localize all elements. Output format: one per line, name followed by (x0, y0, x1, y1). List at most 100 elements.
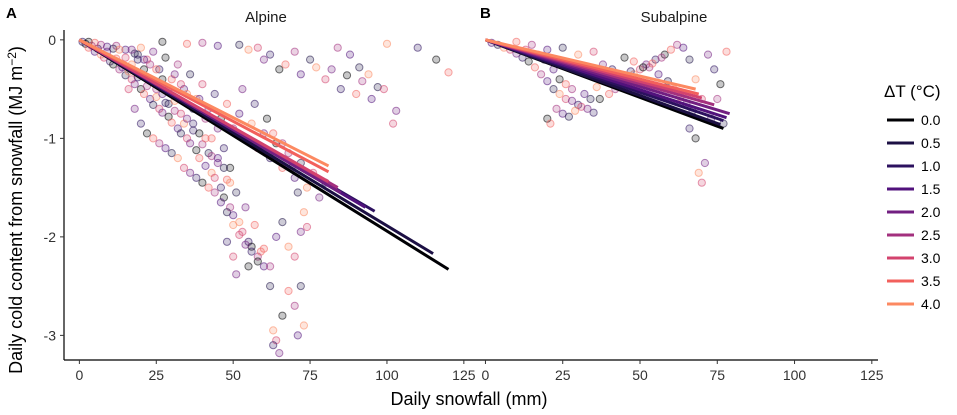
alpine-point (201, 161, 210, 170)
alpine-point (176, 129, 185, 138)
legend-title: ΔT (°C) (884, 82, 941, 101)
subalpine-point (703, 50, 713, 59)
alpine-point (142, 129, 152, 138)
alpine-x-tick-label: 25 (148, 367, 164, 383)
alpine-point (130, 80, 139, 89)
subalpine-point (722, 47, 731, 56)
alpine-point (238, 85, 247, 94)
subalpine-point (685, 55, 694, 64)
alpine-point (327, 65, 336, 74)
legend-label-1.0: 1.0 (921, 158, 941, 174)
alpine-point (241, 203, 250, 212)
alpine-point (229, 252, 238, 261)
subalpine-point (694, 168, 703, 177)
alpine-point (167, 149, 176, 158)
alpine-point (278, 218, 287, 227)
panel-b-tag: B (480, 5, 491, 22)
alpine-point (259, 262, 268, 271)
alpine-point (232, 270, 241, 279)
alpine-point (201, 134, 210, 143)
alpine-point (133, 55, 142, 64)
alpine-point (229, 220, 238, 230)
subalpine-x-tick-label: 0 (482, 367, 490, 383)
subalpine-x-tick-label: 25 (555, 367, 571, 383)
panel-a-tag: A (6, 5, 17, 22)
subalpine-point (564, 112, 574, 121)
alpine-point (161, 53, 170, 62)
alpine-point (198, 178, 207, 187)
alpine-point (204, 149, 213, 158)
panel-b-title: Subalpine (641, 9, 708, 26)
y-tick-label: -3 (44, 327, 57, 343)
legend-label-1.5: 1.5 (921, 181, 941, 197)
alpine-point (275, 65, 284, 74)
alpine-point (266, 282, 275, 291)
legend: ΔT (°C) 0.0 0.5 1.0 1.5 2.0 2.5 3.0 3.5 4.0 (884, 82, 941, 312)
subalpine-point (561, 94, 570, 104)
subalpine-point (657, 53, 666, 62)
subalpine-point (586, 94, 595, 104)
alpine-point (269, 341, 278, 350)
subalpine-axes: 0 25 50 75 100 125 (470, 359, 884, 383)
alpine-point (219, 144, 228, 153)
subalpine-x-tick-label: 125 (860, 367, 884, 383)
subalpine-point (713, 94, 722, 104)
alpine-x-tick-label: 100 (375, 367, 399, 383)
alpine-point (275, 349, 284, 358)
subalpine-point (567, 85, 577, 94)
alpine-point (352, 89, 361, 99)
alpine-point (355, 63, 364, 72)
subalpine-point (552, 104, 561, 113)
legend-items: 0.0 0.5 1.0 1.5 2.0 2.5 3.0 3.5 4.0 (887, 112, 941, 312)
alpine-point (192, 173, 201, 182)
alpine-point (103, 42, 112, 51)
alpine-point (235, 109, 244, 118)
subalpine-point (546, 119, 555, 128)
alpine-point (358, 77, 367, 86)
alpine-fit-lines (78, 38, 450, 271)
subalpine-point (685, 124, 694, 133)
alpine-point (389, 119, 398, 128)
legend-label-0.0: 0.0 (921, 112, 941, 128)
subalpine-fit-line-4.0 (485, 38, 696, 91)
alpine-point (207, 134, 216, 143)
subalpine-point (530, 63, 540, 72)
alpine-x-tick-label: 75 (302, 367, 318, 383)
y-tick-label: -2 (44, 229, 57, 245)
subalpine-point (537, 70, 546, 79)
alpine-x-tick-label: 0 (75, 367, 83, 383)
subalpine-point (666, 45, 676, 54)
alpine-point (432, 55, 441, 64)
alpine-point (198, 38, 207, 47)
alpine-point (96, 40, 106, 49)
alpine-point (259, 244, 268, 253)
alpine-point (210, 173, 219, 182)
alpine-point (192, 146, 201, 155)
alpine-point (302, 183, 312, 192)
alpine-point (299, 208, 308, 217)
subalpine-point (716, 80, 725, 89)
alpine-point (241, 240, 250, 249)
alpine-point (266, 262, 275, 271)
alpine-fit-line-4.0 (78, 38, 330, 168)
y-axis-title: Daily cold content from snowfall (MJ m−2… (5, 46, 26, 374)
alpine-point (226, 178, 235, 187)
alpine-point (296, 70, 305, 79)
subalpine-point (639, 63, 648, 72)
alpine-point (152, 65, 161, 74)
alpine-point (213, 154, 222, 163)
subalpine-point (527, 40, 536, 49)
alpine-point (392, 106, 401, 115)
alpine-point (226, 163, 235, 172)
subalpine-point (592, 83, 601, 92)
alpine-point (222, 208, 232, 217)
subalpine-point (549, 85, 558, 94)
subalpine-x-tick-label: 100 (783, 367, 807, 383)
subalpine-point (595, 94, 604, 104)
alpine-point (210, 89, 219, 99)
subalpine-point (710, 65, 719, 74)
alpine-point (216, 183, 225, 192)
alpine-point (170, 70, 179, 79)
alpine-point (444, 68, 453, 77)
